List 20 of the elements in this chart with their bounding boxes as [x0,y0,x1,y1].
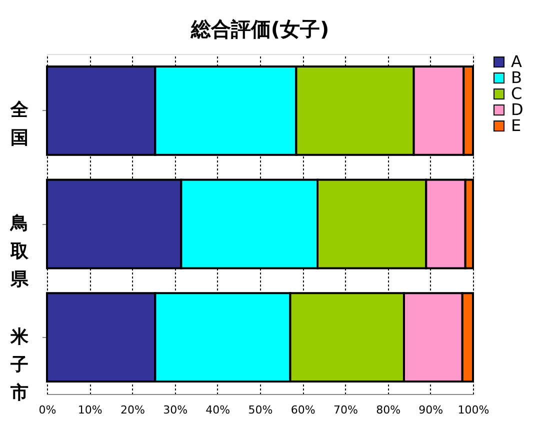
x-tick-label: 80% [376,404,401,416]
y-tick-label: 鳥取県 [10,213,30,290]
x-tick-label: 60% [290,404,316,416]
legend-label: C [511,84,522,103]
legend-label: A [511,52,522,71]
legend-label: E [511,116,522,135]
x-tick-label: 100% [458,404,490,416]
x-tick-label: 20% [120,404,145,416]
x-tick-label: 70% [333,404,358,416]
x-tick-label: 30% [163,404,188,416]
y-tick-label: 全国 [10,100,30,149]
y-tick-label: 米子市 [10,326,30,404]
x-tick-label: 90% [418,404,444,416]
legend-label: D [511,100,524,119]
x-tick-label: 50% [248,404,273,416]
x-tick-label: 10% [78,404,102,416]
x-tick-label: 0% [38,404,56,416]
chart-title: 総合評価(女子) [190,17,330,41]
x-tick-label: 40% [206,404,230,416]
legend-label: B [511,68,522,87]
